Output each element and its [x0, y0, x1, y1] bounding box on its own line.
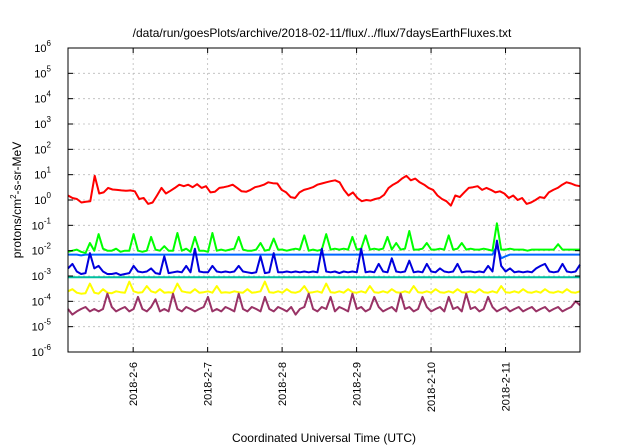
series-line-6: [67, 280, 581, 295]
series-line-7: [67, 292, 581, 316]
x-tick-label: 2018-2-7: [203, 362, 215, 406]
y-tick-label: 102: [34, 140, 51, 156]
y-tick-label: 104: [34, 90, 51, 106]
series-line-4: [67, 239, 581, 276]
y-axis: 10-6 10-5 10-4 10-3 10-2 10-1 100 101 102 103 104 1…: [32, 39, 580, 359]
x-tick-label: 2018-2-11: [501, 362, 513, 411]
y-tick-label: 10-4: [32, 292, 52, 308]
x-tick-label: 2018-2-10: [426, 362, 438, 412]
series-line-1: [67, 174, 581, 207]
y-tick-label: 10-5: [32, 318, 52, 334]
x-tick-label: 2018-2-6: [128, 362, 140, 406]
y-tick-label: 105: [34, 64, 51, 80]
y-tick-label: 10-6: [32, 343, 52, 359]
y-tick-label: 100: [34, 191, 51, 207]
y-tick-label: 10-3: [32, 267, 52, 283]
series-layer: [67, 174, 581, 316]
y-tick-label: 10-2: [32, 242, 52, 258]
y-axis-label: protons/cm2-s-sr-MeV: [9, 142, 24, 258]
series-line-2: [67, 222, 580, 255]
x-tick-label: 2018-2-9: [352, 362, 364, 406]
x-axis: 2018-2-6 2018-2-7 2018-2-8 2018-2-9 2018-2-1…: [128, 48, 513, 412]
y-tick-label: 101: [34, 166, 51, 182]
x-tick-label: 2018-2-8: [277, 362, 289, 406]
x-axis-label: Coordinated Universal Time (UTC): [232, 431, 416, 445]
y-tick-label: 103: [34, 115, 51, 131]
y-tick-label: 106: [34, 39, 51, 55]
chart-title: /data/run/goesPlots/archive/2018-02-11/f…: [133, 26, 512, 40]
y-tick-label: 10-1: [32, 216, 52, 232]
